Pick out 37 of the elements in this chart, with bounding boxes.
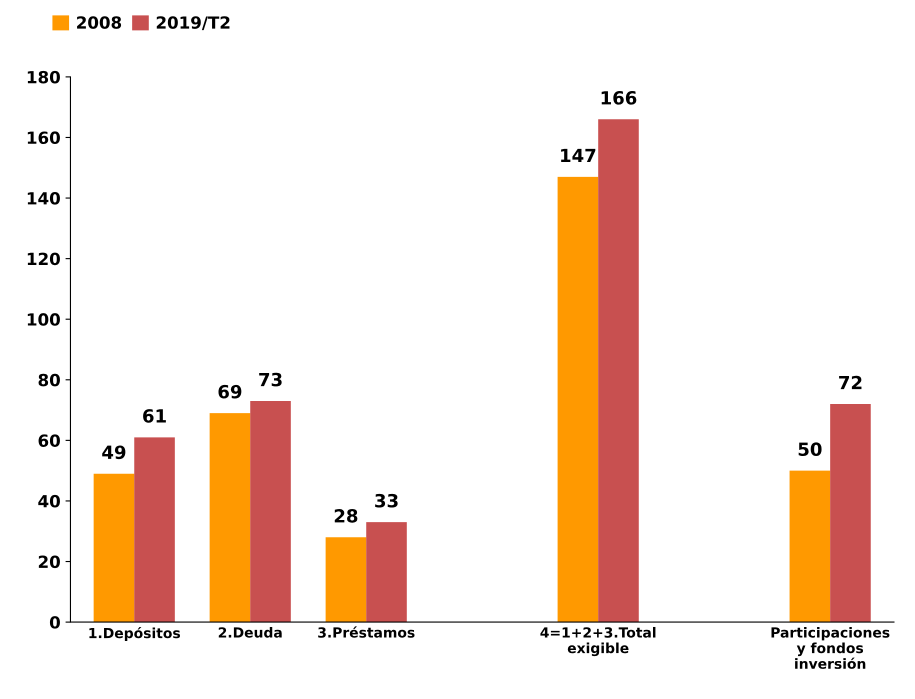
data-label: 50 (798, 442, 822, 456)
y-tick-label: 20 (38, 555, 60, 568)
data-label: 147 (561, 148, 596, 162)
bar (366, 522, 407, 622)
bar (250, 400, 291, 622)
bar (134, 437, 175, 622)
data-label: 61 (143, 409, 166, 423)
bar (326, 537, 366, 622)
y-tick-label: 160 (28, 131, 60, 144)
y-tick-label: 140 (28, 192, 60, 205)
y-tick-label: 120 (28, 252, 60, 266)
y-tick-label: 100 (28, 313, 60, 326)
x-tick-label: 2.Deuda (218, 626, 282, 638)
x-tick-label: 1.Depósitos (89, 626, 180, 641)
bar (830, 404, 871, 622)
bar (210, 413, 250, 622)
x-tick-label: 3.Préstamos (318, 626, 415, 638)
data-label: 69 (218, 384, 242, 398)
data-label: 166 (602, 91, 636, 105)
x-tick-label: Participaciones y fondos inversión (772, 626, 890, 669)
bar (790, 470, 830, 622)
data-label: 28 (334, 509, 358, 523)
legend-label: 2008 (77, 16, 122, 29)
legend-label: 2019/T2 (156, 16, 230, 30)
bar (598, 119, 639, 622)
x-tick-label: 4=1+2+3.Total exigible (540, 626, 656, 656)
y-tick-label: 60 (38, 434, 60, 447)
bar (558, 176, 598, 622)
y-tick-label: 80 (38, 374, 60, 386)
y-tick-label: 40 (38, 494, 60, 508)
data-label: 49 (102, 445, 126, 460)
data-label: 33 (375, 494, 398, 508)
data-label: 73 (259, 372, 282, 386)
y-tick-label: 0 (50, 616, 60, 629)
y-tick-label: 180 (28, 70, 60, 84)
data-label: 72 (839, 376, 862, 390)
bar (94, 474, 134, 622)
